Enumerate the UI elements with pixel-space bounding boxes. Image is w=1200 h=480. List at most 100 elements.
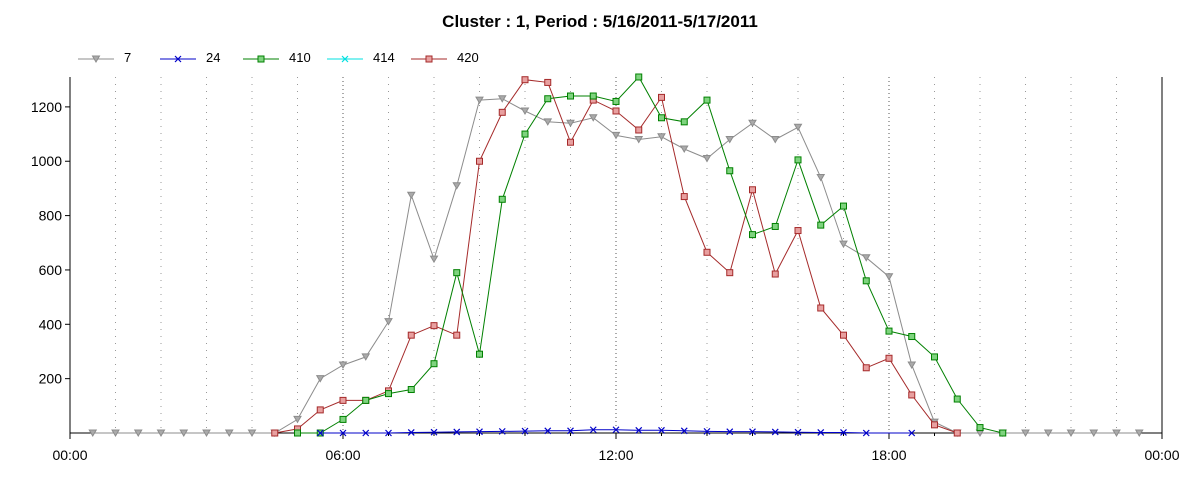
- data-point-7: [611, 131, 621, 140]
- series-410: [294, 73, 1007, 437]
- data-point-7: [520, 107, 530, 115]
- data-point-420: [498, 108, 506, 116]
- data-point-24: [612, 426, 620, 434]
- data-point-24: [817, 429, 825, 436]
- data-point-7: [588, 114, 598, 122]
- data-point-7: [679, 145, 689, 154]
- data-point-7: [315, 375, 325, 383]
- y-tick-label: 800: [39, 208, 63, 224]
- data-point-7: [361, 353, 371, 361]
- data-point-7: [543, 118, 553, 126]
- data-point-420: [567, 138, 574, 146]
- data-point-410: [885, 327, 893, 335]
- data-point-7: [384, 318, 393, 326]
- data-point-24: [658, 426, 665, 434]
- data-point-7: [111, 429, 120, 437]
- data-point-420: [544, 78, 552, 86]
- data-point-7: [566, 119, 575, 128]
- data-point-410: [476, 350, 483, 358]
- plot-area: [70, 77, 1162, 433]
- legend-swatch: [78, 55, 114, 63]
- data-point-410: [771, 222, 779, 230]
- data-point-24: [453, 428, 461, 436]
- data-point-7: [224, 429, 234, 437]
- series-7: [88, 95, 1144, 437]
- data-point-24: [385, 429, 392, 437]
- x-tick-label: 12:00: [598, 447, 633, 463]
- data-point-410: [817, 221, 825, 229]
- data-point-410: [862, 277, 870, 285]
- data-point-7: [702, 155, 712, 163]
- data-point-420: [840, 331, 847, 339]
- x-tick-label: 06:00: [325, 447, 360, 463]
- data-point-410: [430, 360, 438, 368]
- data-point-7: [1112, 429, 1121, 437]
- data-point-7: [1043, 429, 1053, 437]
- data-point-410: [953, 395, 961, 403]
- data-point-420: [726, 269, 734, 277]
- data-point-7: [657, 133, 666, 141]
- data-point-7: [133, 429, 143, 437]
- data-point-7: [907, 361, 917, 370]
- data-point-420: [771, 270, 779, 278]
- data-point-420: [794, 227, 802, 235]
- data-point-410: [999, 429, 1007, 437]
- data-point-24: [544, 427, 552, 435]
- data-point-410: [612, 97, 620, 105]
- data-point-420: [521, 76, 529, 84]
- data-point-410: [544, 95, 552, 103]
- data-point-420: [749, 186, 756, 194]
- data-point-410: [658, 114, 665, 122]
- data-point-7: [88, 429, 98, 437]
- y-tick-label: 1200: [31, 99, 62, 115]
- data-point-410: [498, 195, 506, 203]
- data-point-420: [680, 193, 688, 201]
- data-point-410: [794, 156, 802, 164]
- data-point-420: [953, 429, 961, 437]
- data-point-24: [567, 427, 574, 435]
- y-tick-label: 600: [39, 262, 63, 278]
- data-point-24: [362, 429, 370, 437]
- data-point-7: [634, 136, 644, 144]
- data-point-24: [794, 428, 802, 436]
- series-line-410: [297, 76, 1003, 434]
- data-point-410: [976, 424, 984, 432]
- legend-swatch: [243, 55, 279, 63]
- data-point-420: [339, 396, 347, 404]
- data-point-410: [567, 92, 574, 100]
- data-point-420: [931, 421, 938, 429]
- legend-label: 410: [289, 50, 311, 65]
- data-point-24: [407, 429, 415, 436]
- data-point-7: [1021, 429, 1030, 437]
- data-point-420: [908, 391, 916, 399]
- legend-swatch: [327, 55, 363, 63]
- data-point-7: [497, 95, 507, 103]
- data-point-24: [680, 427, 688, 435]
- legend-label: 24: [206, 50, 221, 65]
- data-point-7: [1089, 429, 1099, 437]
- data-point-7: [429, 255, 439, 264]
- data-point-410: [362, 396, 370, 404]
- data-point-7: [1066, 429, 1076, 437]
- data-point-410: [385, 390, 392, 398]
- y-tick-label: 1000: [31, 153, 62, 169]
- data-point-410: [749, 231, 756, 239]
- data-point-24: [749, 428, 756, 436]
- data-point-420: [635, 126, 643, 134]
- data-point-410: [407, 386, 415, 394]
- data-point-7: [338, 361, 348, 370]
- data-point-410: [703, 96, 711, 104]
- data-point-410: [840, 202, 847, 210]
- data-point-420: [612, 107, 620, 115]
- data-point-24: [726, 428, 734, 436]
- x-tick-label: 00:00: [52, 447, 87, 463]
- data-point-410: [339, 415, 347, 423]
- data-point-7: [725, 136, 735, 144]
- data-point-420: [476, 157, 483, 165]
- data-point-7: [475, 96, 484, 105]
- x-tick-label: 18:00: [871, 447, 906, 463]
- data-point-420: [703, 248, 711, 256]
- data-point-7: [202, 429, 211, 437]
- data-point-24: [771, 428, 779, 436]
